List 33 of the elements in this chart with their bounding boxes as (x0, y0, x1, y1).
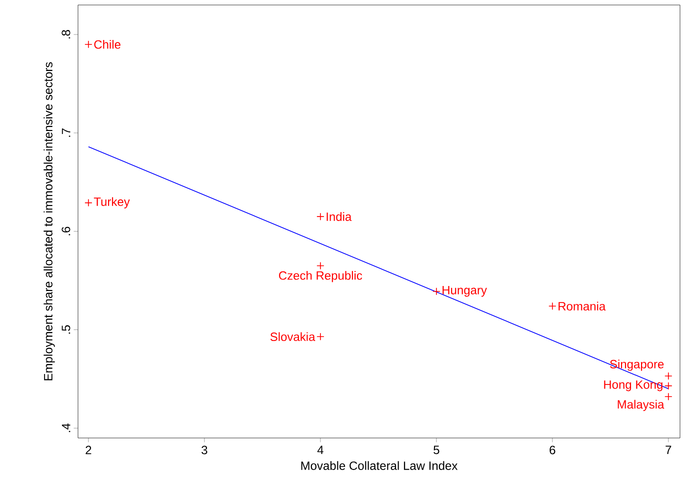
x-tick-label: 4 (317, 446, 324, 454)
point (664, 382, 672, 390)
y-tick-label: .8 (62, 30, 70, 38)
x-axis-title: Movable Collateral Law Index (301, 461, 458, 470)
annotation: Chile (94, 40, 120, 49)
point (316, 332, 324, 341)
annotation: India (326, 212, 352, 221)
point (84, 198, 92, 207)
annotation: Malaysia (618, 400, 664, 412)
y-tick-label: .4 (62, 423, 70, 432)
annotation: Hungary (442, 286, 487, 297)
y-tick-label: .7 (62, 128, 70, 137)
y-tick-label: .5 (62, 325, 70, 334)
point (432, 287, 440, 296)
annotation: Hong Kong (604, 380, 662, 392)
point (316, 212, 324, 220)
x-tick-label: 5 (434, 446, 440, 454)
annotation: Turkey (94, 197, 130, 208)
annotation: Czech Republic (279, 270, 362, 282)
point (84, 40, 92, 48)
y-tick-label: .6 (62, 226, 70, 236)
annotation: Slovakia (270, 332, 316, 342)
point (664, 392, 672, 401)
annotation: Singapore (610, 360, 664, 371)
point (316, 262, 324, 270)
annotation: Romania (558, 302, 606, 311)
point (548, 302, 556, 310)
x-tick-label: 3 (202, 446, 208, 454)
x-tick-label: 6 (550, 446, 556, 454)
y-axis-title: Employment share allocated to immovable-intensive sectors (44, 62, 55, 380)
point (664, 372, 672, 380)
x-tick-label: 7 (666, 446, 672, 454)
x-tick-label: 2 (86, 446, 92, 454)
